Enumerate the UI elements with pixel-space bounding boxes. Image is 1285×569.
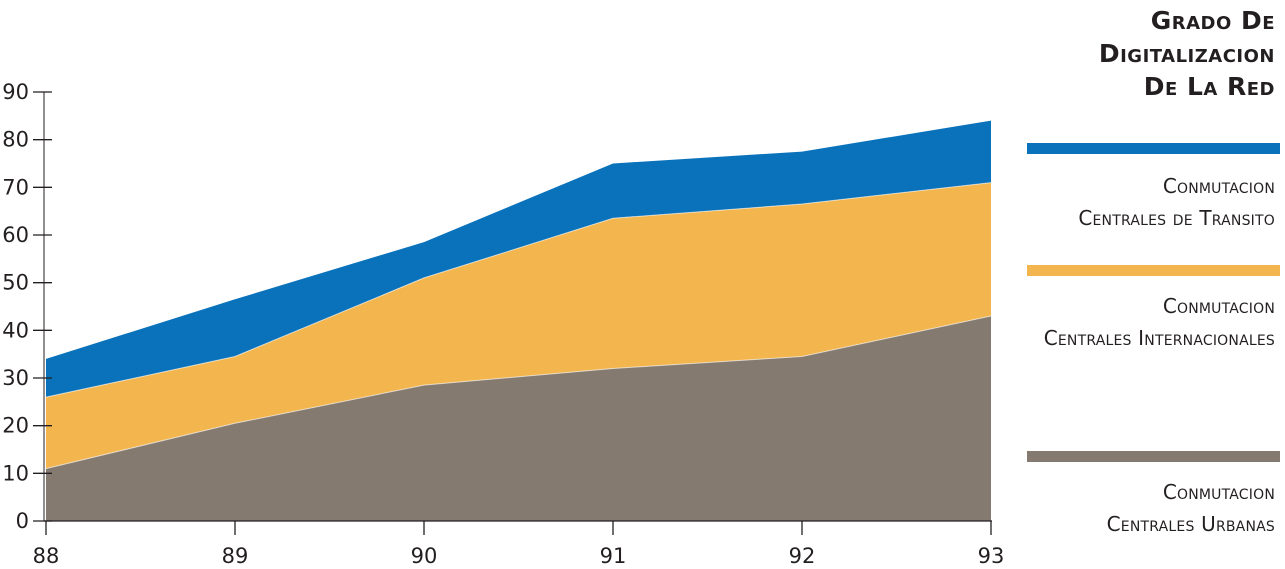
chart-title: Grado De Digitalizacion De La Red	[1015, 4, 1275, 103]
y-tick-label: 10	[2, 461, 29, 485]
x-tick-label: 93	[978, 544, 1005, 568]
legend-label-urbanas-line-1: Conmutacion	[975, 476, 1275, 508]
x-tick-label: 91	[600, 544, 627, 568]
legend-label-internacionales-line-2: Centrales Internacionales	[975, 322, 1275, 354]
chart-areas	[46, 121, 991, 521]
legend-label-transito-line-1: Conmutacion	[975, 170, 1275, 202]
x-tick-label: 92	[789, 544, 816, 568]
legend-label-transito: Conmutacion Centrales de Transito	[975, 170, 1275, 234]
legend-label-internacionales: Conmutacion Centrales Internacionales	[975, 290, 1275, 354]
legend-label-transito-line-2: Centrales de Transito	[975, 202, 1275, 234]
chart-title-line-2: Digitalizacion	[1015, 37, 1275, 70]
y-tick-label: 70	[2, 175, 29, 199]
y-tick-label: 90	[2, 80, 29, 104]
x-tick-label: 90	[411, 544, 438, 568]
chart-title-line-3: De La Red	[1015, 70, 1275, 103]
y-tick-label: 80	[2, 128, 29, 152]
y-tick-label: 30	[2, 366, 29, 390]
legend-swatch-urbanas	[1027, 451, 1280, 462]
legend-swatch-internacionales	[1027, 265, 1280, 276]
legend-label-internacionales-line-1: Conmutacion	[975, 290, 1275, 322]
y-tick-label: 0	[16, 509, 29, 533]
legend-swatch-transito	[1027, 143, 1280, 154]
y-tick-label: 60	[2, 223, 29, 247]
legend-label-urbanas: Conmutacion Centrales Urbanas	[975, 476, 1275, 540]
x-tick-label: 88	[33, 544, 60, 568]
y-tick-label: 40	[2, 318, 29, 342]
legend-label-urbanas-line-2: Centrales Urbanas	[975, 508, 1275, 540]
y-tick-label: 20	[2, 414, 29, 438]
y-tick-label: 50	[2, 271, 29, 295]
chart-title-line-1: Grado De	[1015, 4, 1275, 37]
x-tick-label: 89	[222, 544, 249, 568]
